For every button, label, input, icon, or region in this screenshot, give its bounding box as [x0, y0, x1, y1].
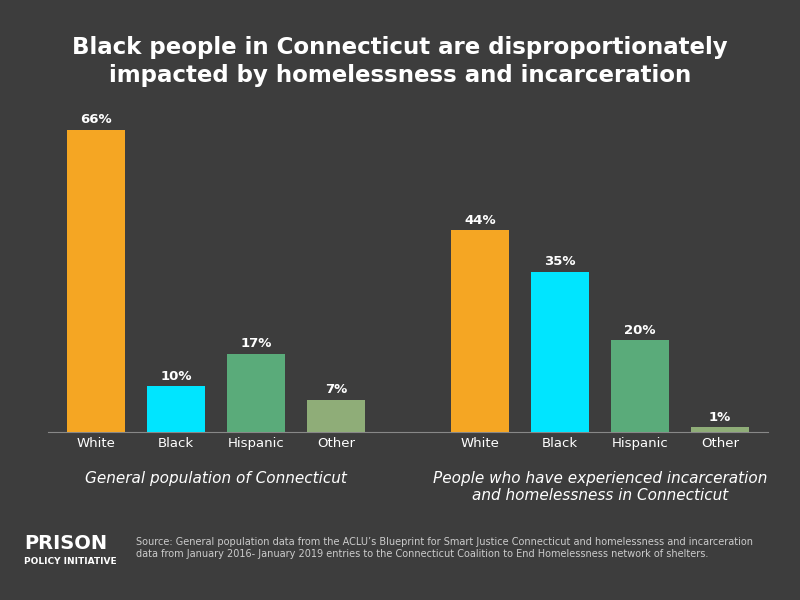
Text: Source: General population data from the ACLU’s Blueprint for Smart Justice Conn: Source: General population data from the… [136, 537, 753, 559]
Text: People who have experienced incarceration
and homelessness in Connecticut: People who have experienced incarceratio… [433, 471, 767, 503]
Text: PRISON: PRISON [24, 534, 107, 553]
Text: 10%: 10% [160, 370, 192, 383]
Bar [691, 427, 749, 432]
Text: 44%: 44% [464, 214, 496, 227]
Text: 35%: 35% [544, 255, 576, 268]
Text: 66%: 66% [80, 113, 112, 126]
Bar [67, 130, 125, 432]
Bar [451, 230, 509, 432]
Bar [147, 386, 205, 432]
Text: 20%: 20% [624, 323, 656, 337]
Text: 17%: 17% [240, 337, 272, 350]
Bar [307, 400, 365, 432]
Bar [611, 340, 669, 432]
Text: General population of Connecticut: General population of Connecticut [85, 471, 347, 486]
Text: 1%: 1% [709, 411, 731, 424]
Bar [227, 354, 285, 432]
Bar [531, 272, 589, 432]
Text: POLICY INITIATIVE: POLICY INITIATIVE [24, 557, 117, 566]
Text: Black people in Connecticut are disproportionately
impacted by homelessness and : Black people in Connecticut are dispropo… [72, 35, 728, 87]
Text: 7%: 7% [325, 383, 347, 396]
